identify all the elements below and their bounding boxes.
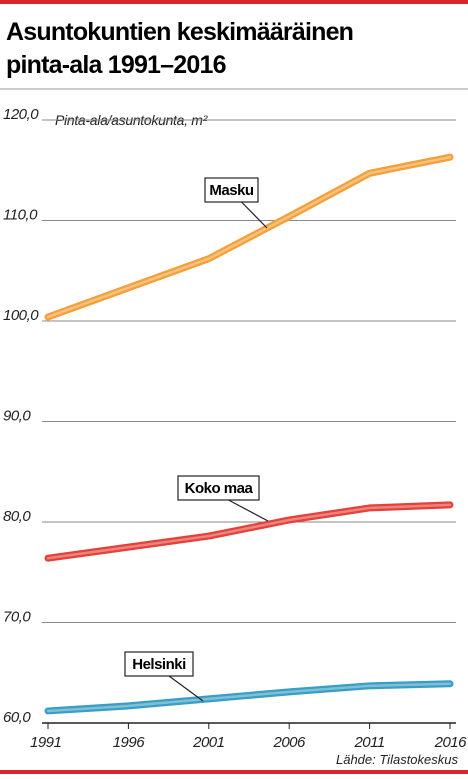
series-label: Koko maa: [185, 480, 254, 497]
series-line: [44, 680, 454, 715]
chart-title: Asuntokuntien keskimääräinen: [6, 18, 353, 46]
y-tick-label: 90,0: [3, 408, 31, 425]
top-rule: [0, 0, 468, 4]
label-box: [177, 475, 260, 501]
series-line: [44, 153, 454, 321]
x-tick-label: 1991: [30, 734, 62, 751]
label-box: [124, 651, 194, 677]
y-tick-label: 70,0: [3, 609, 31, 626]
series-line-highlight: [46, 682, 452, 713]
x-tick-label: 2011: [353, 734, 384, 751]
series-label: Masku: [209, 182, 254, 199]
y-tick-label: 60,0: [3, 709, 31, 726]
series-line-highlight: [46, 155, 452, 319]
y-tick-label: 80,0: [3, 508, 31, 525]
x-tick-label: 2016: [434, 734, 468, 751]
x-tick-label: 1996: [113, 734, 146, 751]
label-leader: [241, 201, 268, 229]
series-label: Helsinki: [132, 656, 186, 673]
source: Lähde: Tilastokeskus: [336, 752, 459, 767]
y-tick-label: 120,0: [3, 106, 39, 123]
x-tick-label: 2006: [273, 734, 307, 751]
y-tick-label: 100,0: [3, 307, 39, 324]
bottom-rule: [0, 770, 468, 774]
x-tick-label: 2001: [192, 734, 225, 751]
series-line-highlight: [46, 503, 452, 560]
label-box: [204, 177, 259, 203]
chart-title: pinta-ala 1991–2016: [6, 51, 226, 79]
label-leader: [228, 499, 269, 522]
label-leader: [168, 675, 204, 702]
y-tick-label: 110,0: [3, 207, 38, 224]
series-line: [44, 501, 454, 562]
